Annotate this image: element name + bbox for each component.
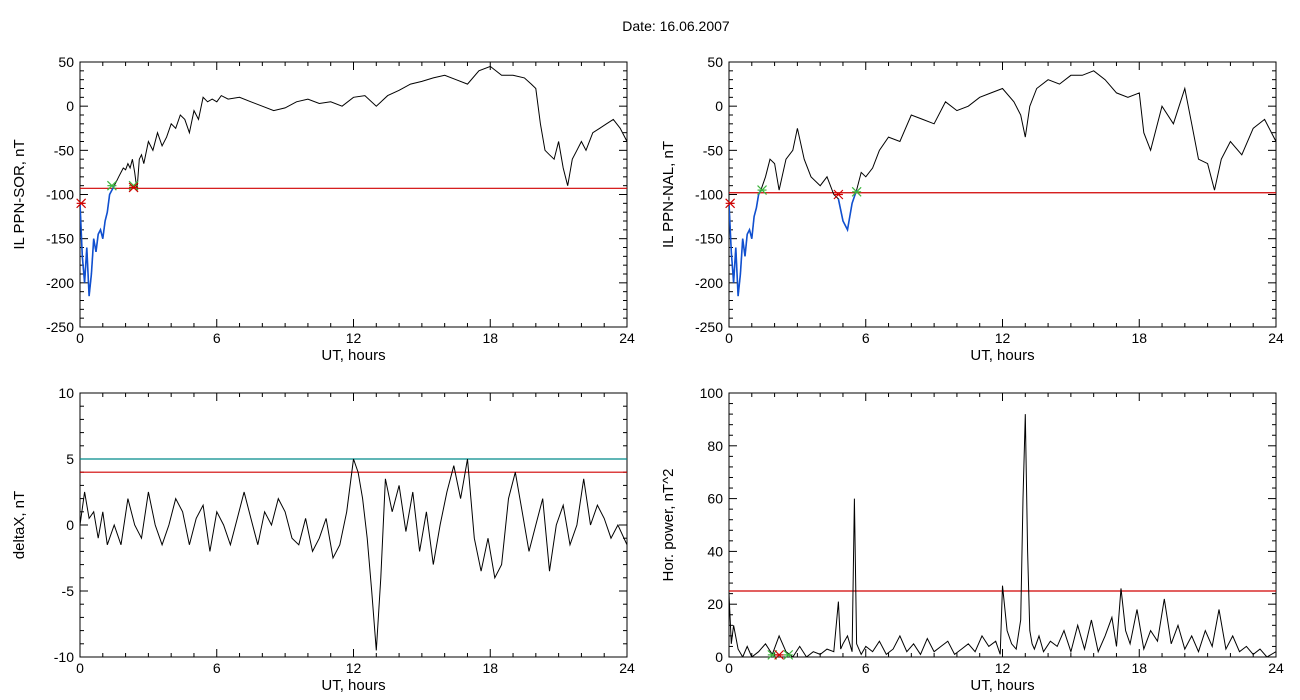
x-tick-label: 24 (619, 330, 635, 346)
y-tick-label: -200 (695, 275, 723, 291)
panel-4: 0 6 12 18 24 0 20 40 60 80 100 UT, hours Hor. power,… (660, 385, 1284, 694)
y-tick-label: -250 (695, 319, 723, 335)
event-marker (106, 180, 117, 191)
highlight-segment (729, 189, 762, 297)
x-tick-label: 12 (995, 330, 1011, 346)
y-tick-label: -250 (46, 319, 74, 335)
event-marker (851, 186, 862, 197)
x-tick-label: 0 (725, 330, 733, 346)
event-marker (757, 185, 767, 196)
x-tick-label: 24 (619, 660, 635, 676)
plot-frame (728, 392, 1277, 658)
x-tick-label: 0 (76, 330, 84, 346)
event-marker (774, 649, 785, 660)
y-tick-label: -200 (46, 275, 74, 291)
x-axis-label: UT, hours (970, 347, 1034, 364)
series-line (729, 70, 1276, 297)
y-tick-label: -50 (54, 142, 74, 158)
x-tick-label: 18 (482, 660, 498, 676)
y-tick-label: 5 (66, 451, 74, 467)
event-marker (833, 189, 844, 200)
y-tick-label: 50 (58, 54, 74, 70)
y-tick-label: 50 (707, 54, 723, 70)
x-axis-label: UT, hours (321, 347, 385, 364)
x-tick-label: 12 (346, 330, 362, 346)
x-tick-label: 0 (725, 660, 733, 676)
x-tick-label: 6 (213, 330, 221, 346)
x-tick-label: 12 (995, 660, 1011, 676)
y-tick-label: -5 (62, 583, 75, 599)
x-tick-label: 0 (76, 660, 84, 676)
x-tick-label: 12 (346, 660, 362, 676)
event-marker (128, 182, 139, 193)
y-tick-label: -100 (695, 187, 723, 203)
highlight-segment (837, 189, 858, 233)
y-tick-label: 100 (700, 385, 724, 401)
event-marker (725, 198, 736, 209)
y-tick-label: 60 (707, 491, 723, 507)
plot-frame (728, 61, 1277, 328)
x-tick-label: 18 (1131, 330, 1147, 346)
plot-frame (79, 61, 628, 328)
y-tick-label: 10 (58, 385, 74, 401)
y-tick-label: 0 (715, 649, 723, 665)
event-marker (76, 198, 87, 209)
x-tick-label: 6 (862, 660, 870, 676)
x-axis-label: UT, hours (321, 677, 385, 694)
series-line (80, 458, 627, 651)
y-tick-label: 0 (715, 98, 723, 114)
event-marker (128, 180, 139, 191)
y-axis-label: IL PPN-NAL, nT (660, 141, 677, 248)
y-axis-label: IL PPN-SOR, nT (11, 139, 28, 249)
panel-2: 0 6 12 18 24 -250 -200 -150 -100 -50 0 50 UT, hours I… (660, 54, 1284, 364)
y-tick-label: 0 (66, 517, 74, 533)
series-line (80, 65, 627, 297)
y-tick-label: -100 (46, 187, 74, 203)
y-axis-label: deltaX, nT (11, 491, 28, 559)
x-tick-label: 24 (1268, 660, 1284, 676)
x-tick-label: 18 (482, 330, 498, 346)
y-tick-label: -10 (54, 649, 74, 665)
panel-3: 0 6 12 18 24 -10 -5 0 5 10 UT, hours deltaX, nT (11, 385, 635, 694)
x-tick-label: 6 (213, 660, 221, 676)
x-tick-label: 18 (1131, 660, 1147, 676)
panel-1: 0 6 12 18 24 -250 -200 -150 -100 -50 0 50 UT, hours I… (11, 54, 635, 364)
y-tick-label: 40 (707, 543, 723, 559)
x-tick-label: 6 (862, 330, 870, 346)
y-tick-label: -150 (695, 231, 723, 247)
y-tick-label: -150 (46, 231, 74, 247)
y-tick-label: -50 (703, 142, 723, 158)
series-line (729, 414, 1276, 657)
x-axis-label: UT, hours (970, 677, 1034, 694)
y-axis-label: Hor. power, nT^2 (660, 469, 677, 582)
y-tick-label: 20 (707, 596, 723, 612)
x-tick-label: 24 (1268, 330, 1284, 346)
figure-title: Date: 16.06.2007 (622, 18, 730, 34)
y-tick-label: 80 (707, 438, 723, 454)
event-marker (783, 649, 794, 660)
highlight-segment (80, 185, 115, 297)
y-tick-label: 0 (66, 98, 74, 114)
